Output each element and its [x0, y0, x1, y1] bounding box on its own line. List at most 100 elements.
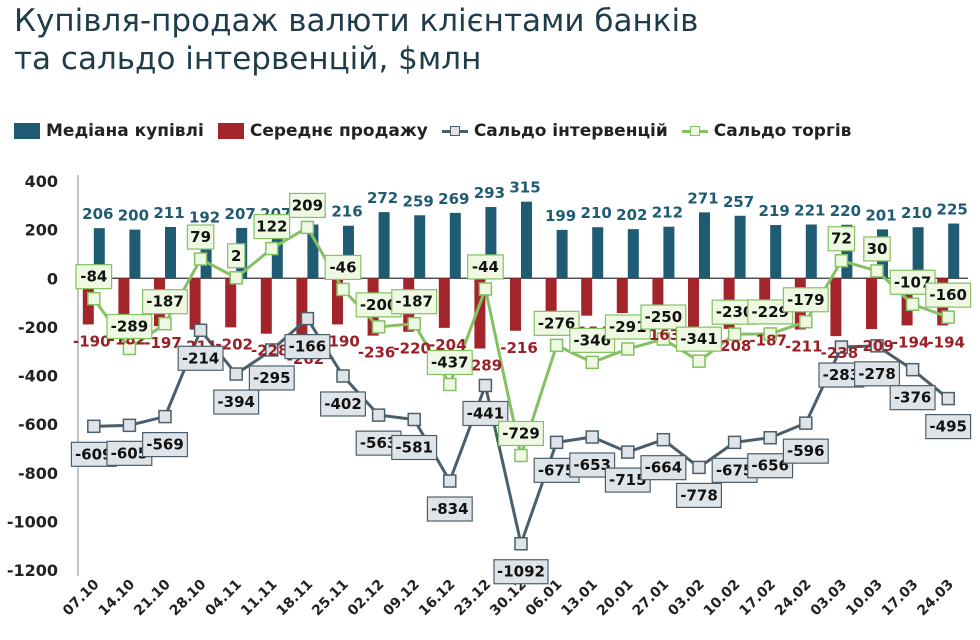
- chart-title-line-2: та сальдо інтервенцій, $млн: [14, 41, 482, 77]
- data-label-sell: -194: [892, 333, 930, 351]
- bar-buy: [343, 225, 354, 279]
- data-label-buy: 257: [723, 193, 754, 211]
- interventions-data-label: -569: [142, 431, 189, 458]
- trade-data-label-box: [925, 282, 972, 308]
- interventions-data-label-box: [640, 455, 687, 481]
- bar-buy: [165, 226, 176, 279]
- trade-data-label-box: [467, 254, 504, 280]
- trade-data-label: 72: [827, 226, 856, 252]
- data-label-buy: 192: [189, 209, 220, 227]
- trade-marker: [905, 297, 920, 312]
- trade-data-label-text: -729: [502, 424, 540, 442]
- interventions-marker: [122, 418, 137, 433]
- x-tick-label: 02.12: [345, 577, 388, 620]
- bar-buy: [663, 226, 675, 279]
- trade-data-label-text: -44: [472, 258, 499, 276]
- trade-data-label-text: -179: [787, 291, 825, 309]
- trade-data-label-text: -187: [395, 293, 433, 311]
- trade-data-label: -179: [782, 287, 829, 313]
- interventions-data-label-text: -609: [75, 445, 113, 463]
- interventions-data-label: -581: [391, 434, 438, 461]
- bar-buy: [770, 225, 782, 279]
- data-label-sell: -187: [749, 332, 787, 350]
- interventions-marker: [336, 369, 350, 383]
- bar-buy: [948, 223, 960, 279]
- trade-data-label: -289: [106, 313, 153, 340]
- data-label-buy: 272: [367, 189, 398, 207]
- data-label-sell: -209: [856, 337, 894, 355]
- trade-data-label-text: -289: [111, 318, 149, 336]
- trade-data-label: -341: [675, 326, 722, 352]
- interventions-data-label: -214: [177, 345, 224, 371]
- interventions-data-label: -376: [889, 385, 936, 411]
- trade-marker: [656, 332, 671, 346]
- bar-sell: [830, 278, 842, 337]
- data-label-sell: -211: [785, 338, 823, 356]
- bar-sell: [225, 278, 237, 328]
- interventions-data-label-text: -605: [111, 444, 149, 462]
- interventions-data-label-text: -495: [929, 418, 967, 436]
- x-tick-label: 09.12: [380, 577, 423, 620]
- bar-sell: [118, 278, 130, 323]
- data-label-sell: -190: [322, 332, 360, 350]
- interventions-data-label-box: [853, 361, 900, 387]
- interventions-data-label-text: -596: [787, 442, 825, 460]
- interventions-data-label-text: -441: [467, 404, 505, 422]
- trade-marker: [443, 377, 457, 392]
- data-label-buy: 220: [830, 202, 861, 220]
- chart-title-line-1: Купівля-продаж валюти клієнтами банків: [14, 3, 699, 39]
- trade-data-label-text: 30: [867, 240, 888, 258]
- bar-sell: [260, 278, 272, 334]
- y-tick-label: 200: [25, 221, 58, 240]
- trade-data-label: 79: [186, 224, 215, 250]
- bar-buy: [912, 227, 924, 279]
- x-tick-label: 10.02: [701, 577, 744, 620]
- bar-sell: [545, 278, 557, 313]
- trade-data-label-box: [675, 326, 722, 352]
- legend-item-interventions: Сальдо інтервенцій: [441, 121, 668, 141]
- trade-marker: [300, 220, 315, 235]
- y-tick-label: -800: [18, 464, 58, 483]
- x-tick-label: 25.11: [309, 577, 352, 620]
- trade-data-label: -729: [498, 420, 545, 447]
- trade-data-label-text: -250: [645, 308, 683, 326]
- bar-buy: [805, 224, 817, 279]
- interventions-data-label-box: [782, 438, 829, 464]
- trade-data-label-text: 2: [231, 247, 241, 265]
- x-tick-label: 27.01: [630, 577, 673, 620]
- bar-sell: [581, 278, 593, 316]
- trade-marker: [371, 320, 386, 334]
- interventions-data-label-box: [569, 452, 616, 478]
- interventions-data-label-text: -166: [289, 338, 327, 356]
- y-tick-label: -400: [18, 367, 58, 386]
- trade-marker: [834, 253, 849, 268]
- trade-data-label-text: -291: [609, 318, 647, 336]
- data-label-buy: 200: [118, 207, 149, 225]
- interventions-data-label-text: -283: [823, 366, 861, 384]
- interventions-data-label-box: [426, 496, 473, 522]
- interventions-data-label-text: -402: [324, 395, 362, 413]
- interventions-marker: [656, 432, 671, 447]
- interventions-data-label-box: [391, 434, 438, 461]
- bar-buy: [627, 229, 639, 279]
- x-tick-label: 17.02: [736, 577, 779, 620]
- legend-swatch-sell: [217, 123, 244, 139]
- interventions-data-label-box: [213, 389, 260, 415]
- chart-legend: Медіана купівлі Середнє продажу Сальдо і…: [14, 118, 851, 144]
- interventions-data-label-text: -278: [858, 365, 896, 383]
- interventions-data-label-box: [284, 334, 331, 360]
- trade-data-label: 122: [253, 213, 291, 240]
- trade-data-label-text: -187: [146, 293, 184, 311]
- trade-data-label-text: -46: [329, 258, 356, 276]
- x-tick-label: 11.11: [238, 577, 281, 620]
- bar-sell: [652, 278, 664, 318]
- legend-swatch-interventions: [441, 123, 468, 139]
- chart-title: Купівля-продаж валюти клієнтами банків т…: [14, 2, 698, 78]
- data-label-buy: 207: [225, 205, 256, 223]
- bar-sell: [296, 278, 308, 342]
- trade-data-label-box: [75, 264, 113, 290]
- bar-buy: [449, 212, 461, 279]
- interventions-marker: [265, 343, 279, 357]
- trade-marker: [193, 252, 208, 266]
